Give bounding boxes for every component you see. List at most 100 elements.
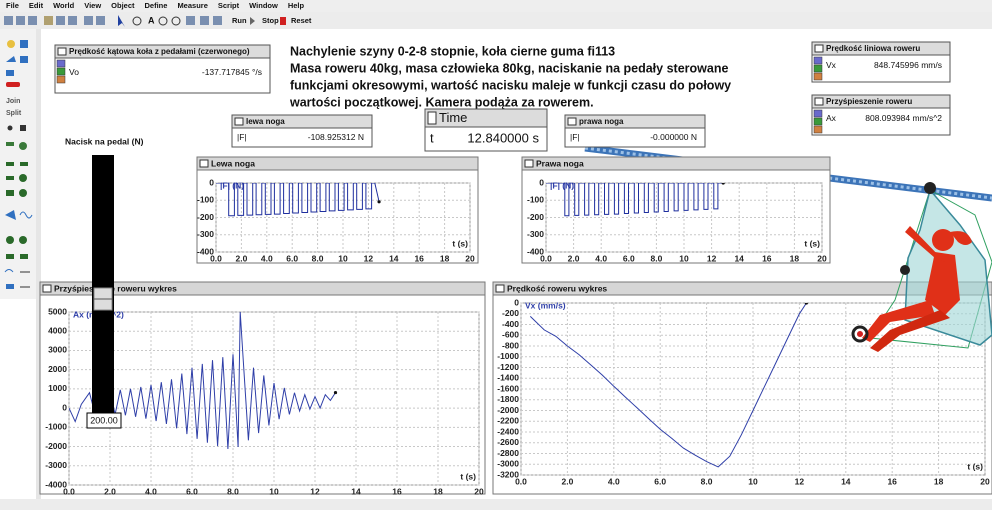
menu-item[interactable]: World [53, 1, 75, 10]
stop-label[interactable]: Stop [262, 16, 279, 25]
x-tick-label: 20 [474, 486, 484, 496]
icon[interactable]: A [148, 15, 155, 25]
icon[interactable] [16, 16, 25, 25]
icon[interactable] [68, 16, 77, 25]
y-tick-label: -3000 [497, 459, 519, 469]
meter-title: lewa noga [246, 117, 285, 126]
tool[interactable] [6, 162, 14, 166]
graph-window: Lewa noga0-100-200-300-4000.02.04.06.08.… [197, 157, 478, 263]
meter-icon[interactable] [815, 45, 823, 52]
tool[interactable] [19, 174, 27, 182]
meter-icon[interactable] [815, 98, 823, 105]
tool[interactable] [8, 126, 13, 131]
graph-icon[interactable] [200, 160, 208, 167]
tool[interactable] [20, 254, 28, 259]
tool[interactable] [20, 125, 26, 131]
tool[interactable] [6, 254, 14, 259]
slider-value: 200.00 [90, 415, 118, 425]
icon[interactable] [186, 16, 195, 25]
meter-icon[interactable] [235, 118, 243, 125]
meter-icon[interactable] [58, 48, 66, 55]
tool-circle[interactable] [7, 40, 15, 48]
tool-split[interactable]: Split [6, 110, 22, 117]
x-tick-label: 16 [414, 253, 424, 263]
icon[interactable] [96, 16, 105, 25]
pedal-hub [857, 331, 863, 337]
icon[interactable] [28, 16, 37, 25]
tool[interactable] [6, 176, 14, 180]
menu-item[interactable]: Object [111, 1, 135, 10]
y-tick-label: -300 [527, 229, 544, 239]
meter-icon[interactable] [568, 118, 576, 125]
y-tick-label: -1200 [497, 362, 519, 372]
run-label[interactable]: Run [232, 16, 247, 25]
meter-row-icon [814, 126, 822, 133]
menu-item[interactable]: Define [145, 1, 168, 10]
x-tick-label: 16 [887, 476, 897, 486]
x-tick-label: 0.0 [515, 476, 527, 486]
y-tick-label: 0 [514, 297, 519, 307]
menu-item[interactable]: File [6, 1, 19, 10]
x-tick-label: 16 [392, 486, 402, 496]
tool-join[interactable]: Join [6, 98, 20, 105]
graph-window: Prawa noga0-100-200-300-4000.02.04.06.08… [522, 157, 830, 263]
x-tick-label: 14 [841, 476, 851, 486]
icon[interactable] [84, 16, 93, 25]
x-tick-label: 6.0 [186, 486, 198, 496]
tool[interactable] [19, 189, 27, 197]
icon[interactable] [44, 16, 53, 25]
meter-value: 808.093984 mm/s^2 [865, 113, 942, 123]
graph-icon[interactable] [496, 285, 504, 292]
meter: Timet12.840000 s [425, 109, 547, 151]
meter-row-icon [57, 60, 65, 67]
tool[interactable] [6, 70, 14, 76]
icon[interactable] [56, 16, 65, 25]
tool[interactable] [6, 82, 20, 87]
stop-icon [280, 17, 286, 25]
graph-icon[interactable] [525, 160, 533, 167]
meter: prawa noga|F|-0.000000 N [565, 115, 705, 147]
y-tick-label: -200 [502, 308, 519, 318]
graph-icon[interactable] [43, 285, 51, 292]
y-tick-label: -2000 [497, 405, 519, 415]
y-tick-label: -600 [502, 330, 519, 340]
x-tick-label: 12 [310, 486, 320, 496]
icon[interactable] [213, 16, 222, 25]
meter: Przyśpieszenie roweruAx808.093984 mm/s^2 [812, 95, 950, 135]
menu-item[interactable]: Measure [177, 1, 207, 10]
tool-rect[interactable] [20, 40, 28, 48]
meter-value: -0.000000 N [650, 132, 697, 142]
icon[interactable] [200, 16, 209, 25]
tool[interactable] [6, 236, 14, 244]
meter-icon[interactable] [428, 112, 436, 124]
tool[interactable] [19, 142, 27, 150]
tool[interactable] [6, 142, 14, 146]
menu-item[interactable]: Help [288, 1, 305, 10]
y-tick-label: -1600 [497, 383, 519, 393]
tool[interactable] [6, 190, 14, 196]
stop-button[interactable]: Stop [262, 16, 286, 25]
x-tick-label: 2.0 [104, 486, 116, 496]
menu-item[interactable]: View [84, 1, 101, 10]
meter-title: prawa noga [579, 117, 624, 126]
tool[interactable] [19, 236, 27, 244]
tool[interactable] [20, 56, 28, 63]
meter-value: 848.745996 mm/s [874, 60, 942, 70]
wheel-mid [900, 265, 910, 275]
tool[interactable] [6, 284, 14, 289]
menu-item[interactable]: Edit [29, 1, 44, 10]
reset-button[interactable]: Reset [291, 16, 312, 25]
x-tick-label: 20 [817, 253, 827, 263]
menu-item[interactable]: Window [249, 1, 278, 10]
meter-row-icon [57, 68, 65, 75]
y-tick-label: -2200 [497, 416, 519, 426]
x-tick-label: 8.0 [701, 476, 713, 486]
x-tick-label: 8.0 [312, 253, 324, 263]
icon[interactable] [4, 16, 13, 25]
tool[interactable] [20, 162, 28, 166]
x-tick-label: 18 [790, 253, 800, 263]
y-tick-label: -1000 [497, 351, 519, 361]
x-tick-label: 18 [433, 486, 443, 496]
menu-item[interactable]: Script [218, 1, 240, 10]
y-axis-label: |F| (N) [550, 180, 574, 190]
